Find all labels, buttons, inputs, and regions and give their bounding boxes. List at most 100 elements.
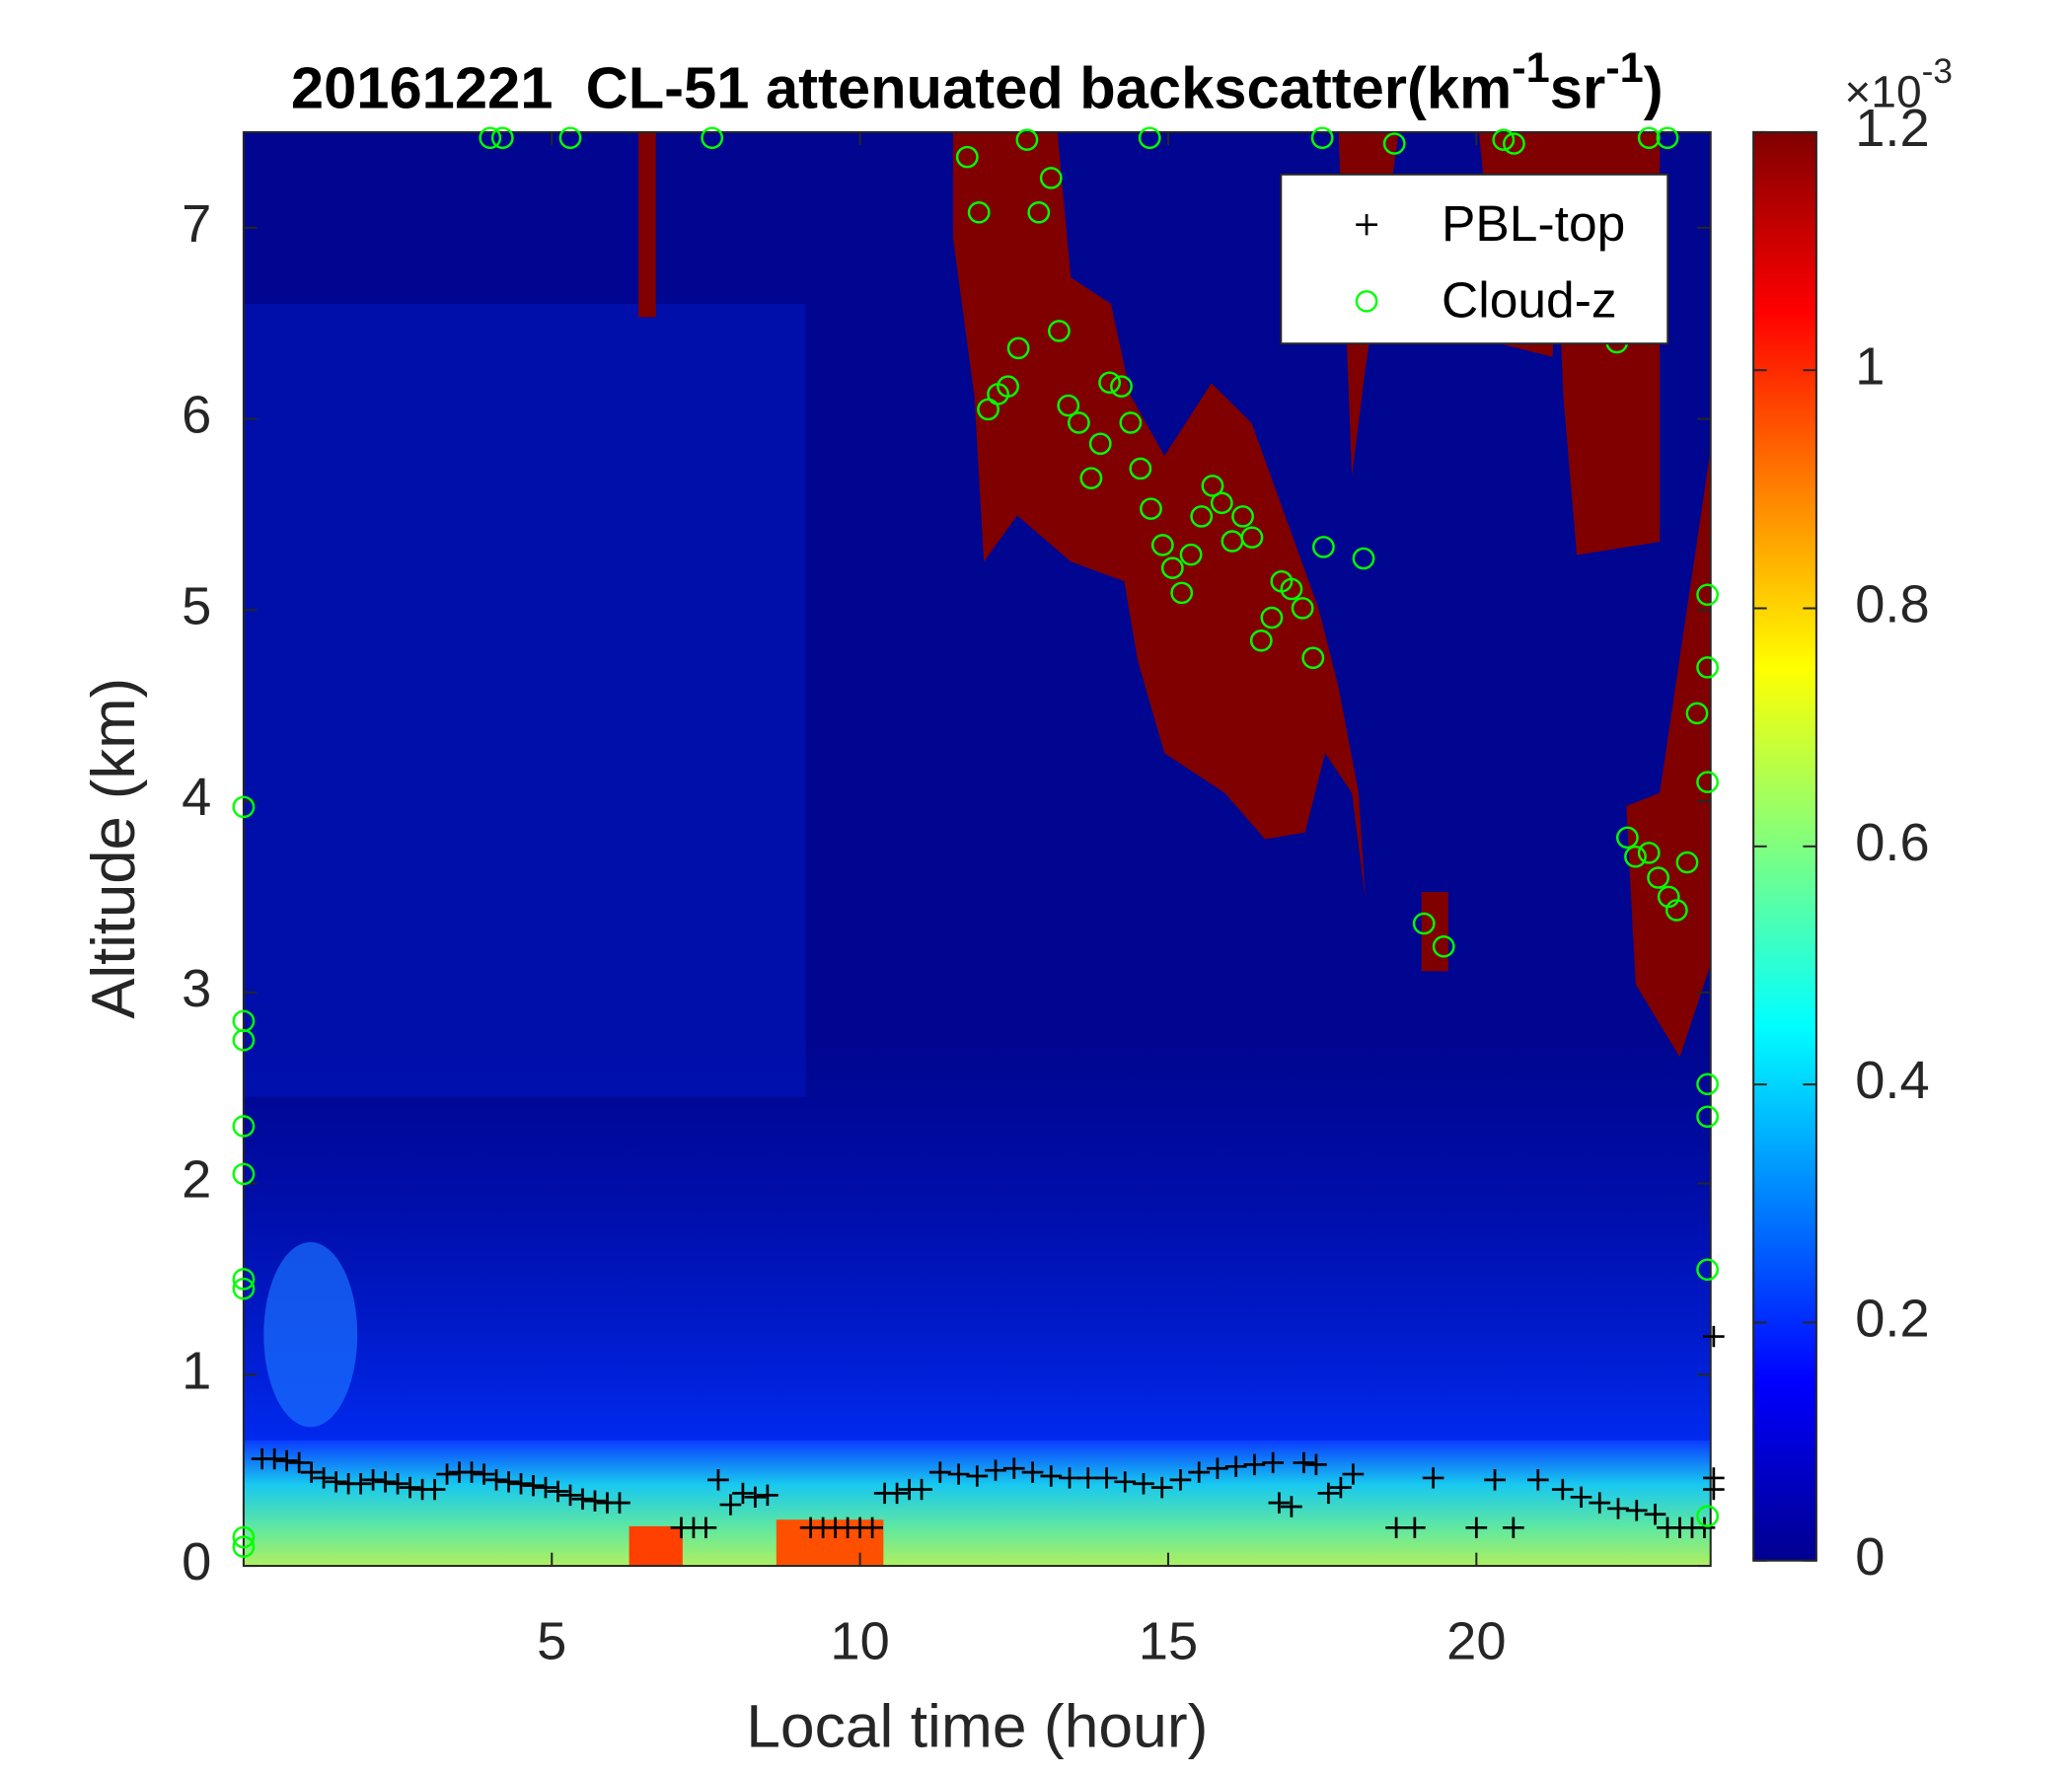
x-tick-label: 10 xyxy=(830,1612,889,1671)
cloud-marker xyxy=(1129,457,1152,481)
pbl-marker xyxy=(436,1463,458,1485)
pbl-marker xyxy=(473,1463,495,1485)
cloud-marker xyxy=(1088,432,1112,455)
axes: 5 10 15 20 0 1 2 3 4 5 6 7 xyxy=(182,131,1711,1671)
heatmap xyxy=(243,131,1711,1567)
pbl-marker xyxy=(1404,1517,1426,1539)
pbl-marker xyxy=(288,1451,310,1474)
cloud-marker xyxy=(232,1028,256,1052)
pbl-marker xyxy=(1095,1467,1118,1489)
pbl-marker xyxy=(313,1467,334,1489)
chart-title: 20161221 CL-51 attenuated backscatter(km… xyxy=(291,45,1664,120)
plot-frame xyxy=(242,130,1712,1568)
cloud-marker xyxy=(1647,866,1670,889)
pbl-marker xyxy=(1243,1453,1266,1476)
pbl-marker xyxy=(461,1461,482,1483)
pbl-marker xyxy=(571,1488,594,1510)
pbl-marker xyxy=(947,1463,970,1485)
pbl-marker xyxy=(510,1473,532,1495)
cloud-marker xyxy=(1492,128,1516,151)
cloud-marker xyxy=(232,795,256,819)
pbl-marker xyxy=(325,1471,347,1493)
pbl-marker xyxy=(1317,1482,1340,1505)
colorbar-tick-label: 0.8 xyxy=(1855,575,1929,634)
pbl-marker xyxy=(547,1480,569,1503)
pbl-marker xyxy=(1502,1517,1524,1539)
pbl-marker xyxy=(719,1494,742,1516)
cloud-marker xyxy=(997,375,1019,398)
colorbar-tick-label: 1 xyxy=(1855,337,1885,397)
cloud-marker xyxy=(1656,126,1679,149)
cloud-marker xyxy=(1039,167,1063,189)
pbl-marker xyxy=(584,1490,606,1512)
y-tick-label: 4 xyxy=(182,769,211,828)
pbl-marker xyxy=(886,1482,908,1505)
cloud-marker xyxy=(1432,935,1455,958)
colorbar-tick-label: 0 xyxy=(1855,1527,1885,1587)
cloud-marker xyxy=(1312,536,1335,558)
pbl-marker xyxy=(1422,1467,1444,1489)
cloud-marker xyxy=(1057,394,1080,417)
colorbar-tick-label: 0.4 xyxy=(1855,1052,1929,1111)
pbl-marker xyxy=(349,1473,372,1495)
pbl-marker xyxy=(387,1473,408,1495)
cloud-marker xyxy=(1110,375,1133,398)
cloud-marker xyxy=(967,201,991,224)
pbl-marker xyxy=(1625,1500,1648,1521)
cloud-marker xyxy=(1696,771,1719,793)
cloud-marker xyxy=(1160,556,1184,579)
legend-label: Cloud-z xyxy=(1442,272,1617,329)
x-tick-label: 5 xyxy=(537,1612,566,1671)
pbl-marker xyxy=(497,1471,520,1493)
cloud-marker xyxy=(1696,656,1719,679)
cloud-marker xyxy=(1067,411,1090,434)
colorbar-tick-label: 1.2 xyxy=(1855,99,1929,158)
cloud-marker xyxy=(1615,826,1639,850)
pbl-marker xyxy=(1644,1504,1666,1525)
pbl-marker xyxy=(1342,1463,1365,1485)
cloud-marker xyxy=(1624,845,1647,868)
pbl-marker xyxy=(707,1469,729,1491)
cloud-marker xyxy=(1006,336,1030,360)
cloud-marker xyxy=(1412,912,1436,935)
pbl-marker xyxy=(861,1517,883,1539)
cloud-marker xyxy=(1190,505,1214,528)
pbl-marker xyxy=(609,1492,630,1514)
pbl-marker xyxy=(1262,1451,1285,1474)
colorbar-multiplier: ×10-3 xyxy=(1844,52,1953,116)
pbl-marker xyxy=(1040,1465,1063,1487)
pbl-marker xyxy=(300,1461,323,1483)
pbl-marker xyxy=(1526,1469,1549,1491)
pbl-marker xyxy=(1076,1467,1099,1489)
cloud-marker xyxy=(232,1277,256,1300)
cloud-marker xyxy=(1310,126,1334,149)
cloud-marker xyxy=(1249,629,1273,652)
pbl-marker xyxy=(1693,1517,1716,1539)
cloud-marker xyxy=(1119,411,1143,434)
y-tick-label: 5 xyxy=(182,577,211,636)
pbl-marker xyxy=(1268,1492,1291,1514)
legend: PBL-top Cloud-z xyxy=(1280,173,1669,345)
cloud-marker xyxy=(490,126,514,149)
pbl-marker xyxy=(423,1478,446,1501)
pbl-marker xyxy=(275,1449,298,1472)
cloud-marker xyxy=(1291,597,1314,620)
cloud-marker xyxy=(1210,491,1233,515)
pbl-marker xyxy=(1114,1471,1137,1493)
pbl-marker xyxy=(985,1459,1006,1481)
cloud-marker xyxy=(1150,534,1174,556)
pbl-marker xyxy=(1207,1457,1228,1479)
title-part: ) xyxy=(1644,55,1664,121)
pbl-marker xyxy=(1385,1517,1407,1539)
cloud-marker xyxy=(1696,1258,1719,1281)
cloud-marker xyxy=(1696,1505,1719,1527)
colorbar-tick-label: 0.6 xyxy=(1855,813,1929,872)
pbl-marker xyxy=(362,1469,384,1491)
pbl-marker xyxy=(1169,1469,1192,1491)
pbl-marker xyxy=(757,1484,778,1507)
cloud-marker xyxy=(1637,842,1661,864)
pbl-marker xyxy=(1059,1467,1080,1489)
cloud-marker xyxy=(232,1268,256,1291)
cloud-marker xyxy=(1140,497,1162,520)
